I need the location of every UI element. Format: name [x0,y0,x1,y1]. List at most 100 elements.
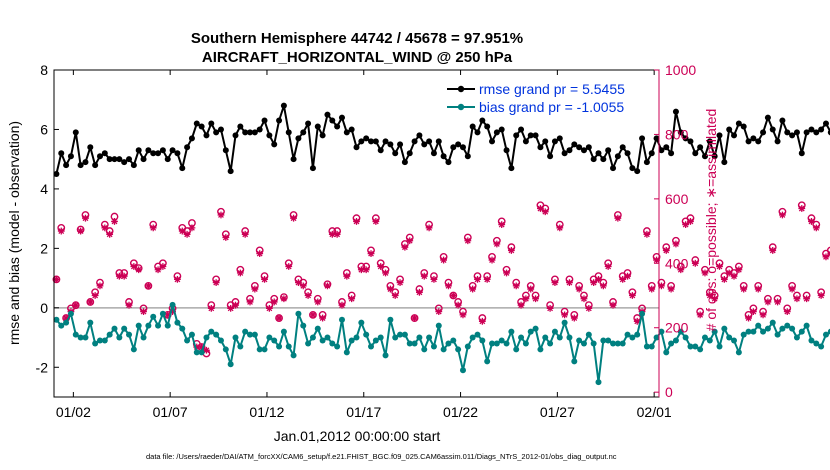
bias-point [643,343,650,350]
bias-point [237,343,244,350]
bias-point [126,331,133,338]
rmse-point [184,144,191,151]
bias-point [276,343,283,350]
obs-assimilated-point [130,263,138,270]
bias-point [242,328,249,335]
bias-point [140,334,147,341]
bias-point [547,340,554,347]
obs-assimilated-point [149,224,157,232]
bias-point [624,331,631,338]
obs-assimilated-point [754,285,762,293]
bias-point [184,337,191,344]
obs-possible-point [826,246,830,255]
rmse-point [159,147,166,154]
rmse-point [605,147,612,154]
bias-point [247,331,254,338]
bias-point [217,337,224,344]
obs-assimilated-point [295,279,302,287]
bias-point [232,334,239,341]
bias-point [692,343,699,350]
rmse-point [590,156,597,163]
x-tick-label: 01/17 [346,404,381,420]
bias-point [348,337,355,344]
bias-point [498,337,505,344]
rmse-point [203,132,210,139]
obs-assimilated-point [527,285,535,293]
obs-assimilated-point [309,311,317,319]
bias-point [518,334,525,341]
bias-point [532,325,539,332]
bias-point [63,319,70,326]
obs-assimilated-point [532,295,539,303]
bias-point [164,322,171,329]
obs-assimilated-point [106,230,114,238]
bias-point [450,337,457,344]
bias-point [150,313,157,320]
y-left-tick-label: 4 [40,181,48,197]
bias-point [464,343,471,350]
obs-assimilated-point [396,279,404,287]
rmse-point [77,162,84,169]
bias-point [697,346,704,353]
bias-point [82,334,89,341]
bias-point [430,343,437,350]
obs-assimilated-point [125,301,133,309]
bias-point [334,343,341,350]
bias-point [251,331,258,338]
rmse-point [309,165,316,172]
bias-point [397,331,404,338]
y-right-tick-label: 1000 [665,62,696,78]
bias-point [595,379,602,386]
rmse-point [726,126,733,133]
rmse-point [179,165,186,172]
obs-assimilated-point [115,272,123,280]
obs-assimilated-point [566,279,573,287]
obs-assimilated-point [91,292,99,299]
bias-point [338,316,345,323]
x-axis: 01/02 01/07 01/12 01/17 01/22 01/27 02/01 [56,70,672,420]
obs-assimilated-point [585,305,593,312]
bias-point [585,331,592,338]
obs-assimilated-point [551,279,559,287]
bias-point [489,340,496,347]
obs-assimilated-point [745,314,752,322]
rmse-point [372,138,379,145]
obs-assimilated-point [464,237,472,245]
rmse-point [716,132,723,139]
obs-assimilated-point [454,301,462,309]
rmse-point [63,162,70,169]
rmse-point [455,141,462,148]
rmse-point [314,123,321,130]
obs-assimilated-point [256,250,264,258]
bias-point [445,340,452,347]
bias-point [455,346,462,353]
bias-point [426,334,433,341]
rmse-point [295,135,302,142]
obs-assimilated-point [609,301,617,309]
bias-point [576,337,583,344]
bias-point [493,340,500,347]
obs-assimilated-point [401,243,409,251]
obs-assimilated-point [667,285,675,293]
bias-point [87,319,94,326]
y-axis-right: 0 200 400 600 800 1000 [654,62,696,400]
bias-point [726,334,733,341]
obs-assimilated-point [662,247,670,254]
rmse-point [518,126,525,133]
obs-assimilated-point [488,256,496,264]
obs-assimilated-point [512,282,520,290]
obs-assimilated-point [445,282,452,290]
bias-point [527,328,534,335]
obs-assimilated-point [416,288,423,296]
rmse-point [300,129,307,136]
bias-point [92,340,99,347]
rmse-point [706,138,713,145]
obs-assimilated-point [711,295,719,303]
rmse-point [227,168,234,175]
bias-point [343,349,350,356]
obs-assimilated-point [503,269,510,277]
rmse-point [324,111,331,118]
bias-point [121,325,128,332]
bias-point [271,337,278,344]
rmse-point [803,129,810,136]
